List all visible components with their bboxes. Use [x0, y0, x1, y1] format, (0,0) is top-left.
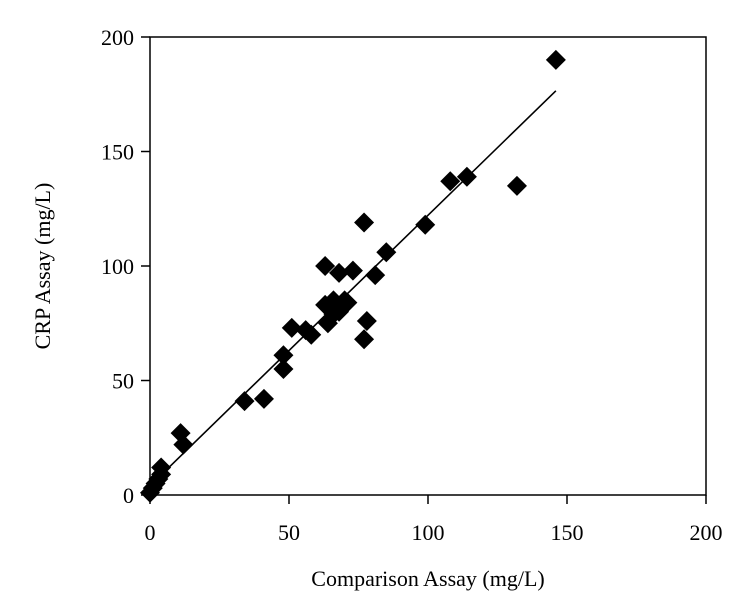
data-point-diamond	[337, 292, 358, 313]
x-tick-label: 50	[278, 520, 300, 545]
y-tick-label: 50	[112, 369, 134, 394]
x-axis-title: Comparison Assay (mg/L)	[311, 566, 544, 591]
x-axis-ticks: 0 50 100 150 200	[145, 495, 723, 545]
data-point-diamond	[545, 49, 566, 70]
data-point-diamond	[253, 388, 274, 409]
y-tick-label: 200	[101, 25, 134, 50]
data-point-diamond	[415, 214, 436, 235]
data-point-diamond	[354, 212, 375, 233]
data-point-diamond	[440, 171, 461, 192]
data-point-diamond	[365, 265, 386, 286]
data-point-diamond	[315, 256, 336, 276]
data-point-diamond	[234, 391, 255, 412]
x-tick-label: 150	[551, 520, 584, 545]
trendline	[149, 90, 557, 487]
plot-frame	[149, 36, 707, 496]
y-tick-label: 150	[101, 140, 134, 165]
data-point-diamond	[151, 457, 172, 478]
x-tick-label: 200	[690, 520, 723, 545]
y-tick-label: 0	[123, 483, 134, 508]
data-point-diamond	[456, 166, 477, 187]
data-point-diamond	[342, 260, 363, 281]
y-axis-title: CRP Assay (mg/L)	[30, 183, 55, 350]
data-point-diamond	[354, 329, 375, 350]
data-point-diamond	[506, 175, 527, 196]
x-tick-label: 0	[145, 520, 156, 545]
data-point-diamond	[173, 434, 194, 455]
regression-line	[149, 90, 557, 487]
data-points	[140, 49, 566, 503]
x-tick-label: 100	[412, 520, 445, 545]
data-point-diamond	[301, 324, 322, 345]
y-axis-ticks: 0 50 100 150 200	[101, 25, 150, 508]
data-point-diamond	[273, 345, 294, 366]
data-point-diamond	[356, 310, 377, 331]
y-tick-label: 100	[101, 254, 134, 279]
data-point-diamond	[329, 262, 350, 283]
data-point-diamond	[281, 317, 302, 338]
data-point-diamond	[376, 242, 397, 263]
data-point-diamond	[273, 359, 294, 380]
